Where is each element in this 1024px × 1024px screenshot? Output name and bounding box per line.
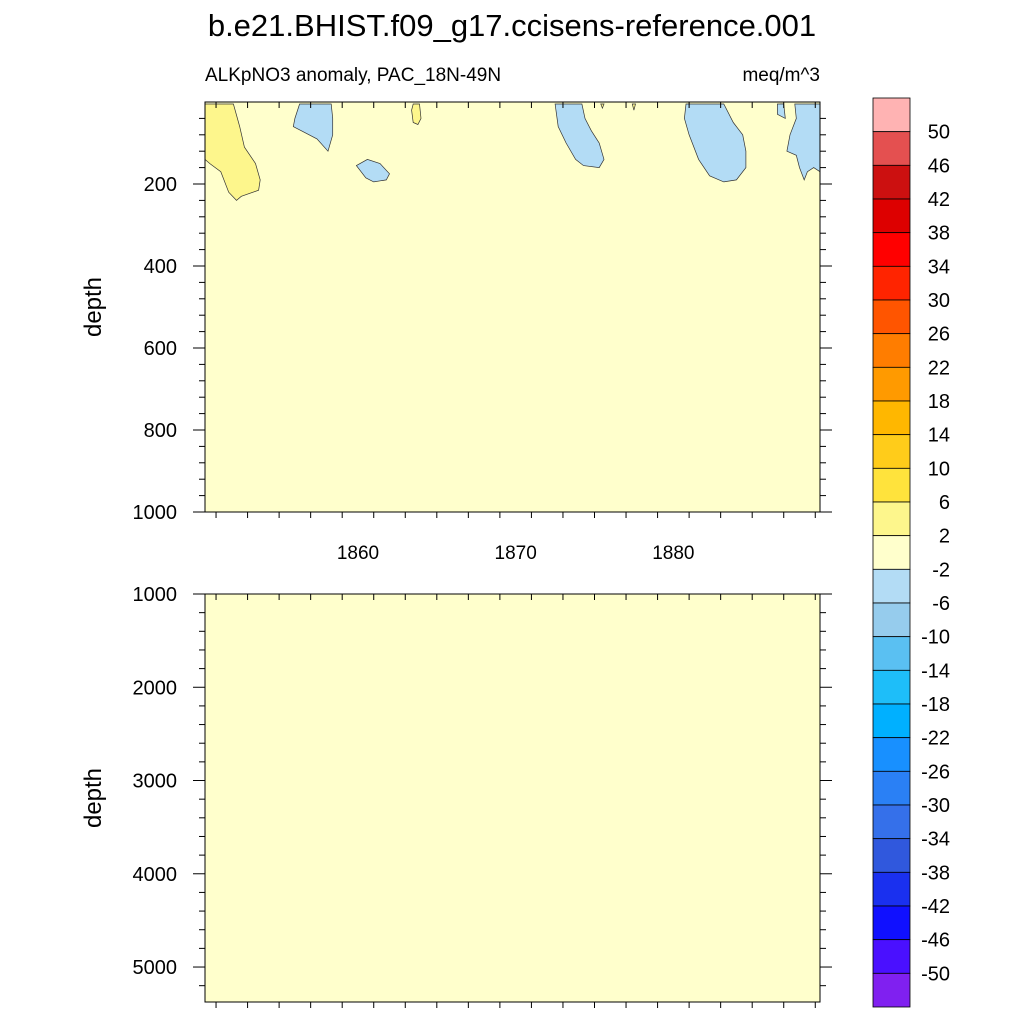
x-tick-label: 1860 [337, 543, 379, 564]
colorbar-label: 2 [939, 526, 950, 548]
y-tick-label: 600 [144, 338, 177, 360]
colorbar-label: 22 [928, 357, 950, 379]
colorbar-label: -10 [921, 627, 950, 649]
colorbar-label: -50 [921, 963, 950, 985]
colorbar-swatch [872, 198, 911, 234]
colorbar-swatch [872, 568, 911, 604]
colorbar-swatch [872, 905, 911, 941]
colorbar-label: 42 [928, 189, 950, 211]
colorbar-label: -18 [921, 694, 950, 716]
y-tick-label: 3000 [133, 771, 178, 793]
top-panel: 200 400 600 800 1000 depth [80, 101, 832, 524]
y-tick-label: 400 [144, 256, 177, 278]
contour-region [292, 103, 334, 152]
contour-region [684, 103, 747, 183]
y-tick-label: 200 [144, 174, 177, 196]
colorbar-swatch [872, 299, 911, 335]
colorbar-swatch [872, 434, 911, 469]
colorbar-swatch [872, 804, 911, 840]
contour-region [355, 159, 390, 183]
colorbar-swatch [872, 535, 911, 570]
colorbar-swatch [872, 97, 911, 133]
colorbar-label: -2 [932, 559, 950, 581]
y-tick-label: 2000 [133, 677, 178, 699]
bottom-panel: 1000 2000 3000 4000 5000 depth [80, 584, 832, 1008]
colorbar-label: -22 [921, 728, 950, 750]
colorbar-swatch [872, 366, 911, 402]
colorbar-label: -14 [921, 660, 950, 682]
colorbar-label: -6 [932, 593, 950, 615]
colorbar-swatch [872, 232, 911, 267]
chart-title: b.e21.BHIST.f09_g17.ccisens-reference.00… [208, 8, 816, 43]
x-tick-label: 1870 [495, 543, 537, 564]
colorbar-label: -30 [921, 795, 950, 817]
colorbar-swatch [872, 602, 911, 638]
top-panel-ticks: 200 400 600 800 1000 [133, 102, 832, 524]
bottom-panel-frame [204, 593, 821, 1003]
colorbar-swatch [872, 871, 911, 907]
colorbar-swatch [872, 333, 911, 368]
colorbar-label: -46 [921, 930, 950, 952]
x-tick-labels: 1860 1870 1880 [337, 543, 695, 564]
colorbar-swatch [872, 131, 911, 166]
y-tick-label: 1000 [133, 502, 178, 524]
top-y-axis-label: depth [80, 277, 107, 337]
colorbar-swatch [872, 501, 911, 537]
top-panel-regions [204, 103, 821, 201]
colorbar-label: 46 [928, 155, 950, 177]
y-tick-label: 4000 [133, 864, 178, 886]
colorbar-swatch [872, 972, 911, 1008]
top-panel-frame [204, 101, 821, 513]
colorbar-label: 10 [928, 458, 950, 480]
colorbar-label: 34 [928, 256, 950, 278]
y-tick-label: 1000 [133, 584, 178, 606]
colorbar-swatch [872, 838, 911, 873]
colorbar-swatch [872, 636, 911, 671]
colorbar-label: 26 [928, 324, 950, 346]
colorbar-swatch [872, 737, 911, 772]
colorbar-label: 50 [928, 122, 950, 144]
colorbar-label: 6 [939, 492, 950, 514]
colorbar-label: 30 [928, 290, 950, 312]
contour-region [554, 103, 605, 168]
colorbar-swatch [872, 770, 911, 806]
colorbar-label: -26 [921, 761, 950, 783]
bottom-panel-ticks: 1000 2000 3000 4000 5000 [133, 584, 832, 1008]
colorbar-label: 38 [928, 223, 950, 245]
contour-region [631, 103, 636, 111]
colorbar-swatch [872, 400, 911, 436]
colorbar-label: -38 [921, 862, 950, 884]
bottom-panel-background [205, 594, 820, 1002]
colorbar-label: -34 [921, 829, 950, 851]
x-tick-label: 1880 [652, 543, 694, 564]
contour-region [600, 103, 605, 110]
contour-region [204, 103, 261, 201]
colorbar-swatch [872, 265, 911, 301]
colorbar-swatch [872, 467, 911, 503]
colorbar-swatch [872, 164, 911, 200]
y-tick-label: 5000 [133, 957, 178, 979]
colorbar-swatch [872, 669, 911, 705]
contour-region [411, 103, 422, 125]
colorbar-swatch [872, 703, 911, 739]
colorbar-swatch [872, 939, 911, 974]
colorbar-label: -42 [921, 896, 950, 918]
chart-subtitle-left: ALKpNO3 anomaly, PAC_18N-49N [205, 65, 501, 86]
colorbar: 50 46 42 38 34 30 26 22 18 14 10 6 2 -2 -6 -10 -14 -18 -22… [872, 97, 950, 1008]
colorbar-label: 18 [928, 391, 950, 413]
y-tick-label: 800 [144, 420, 177, 442]
bottom-y-axis-label: depth [80, 768, 107, 828]
chart-subtitle-right: meq/m^3 [742, 65, 820, 86]
colorbar-label: 14 [928, 425, 950, 447]
